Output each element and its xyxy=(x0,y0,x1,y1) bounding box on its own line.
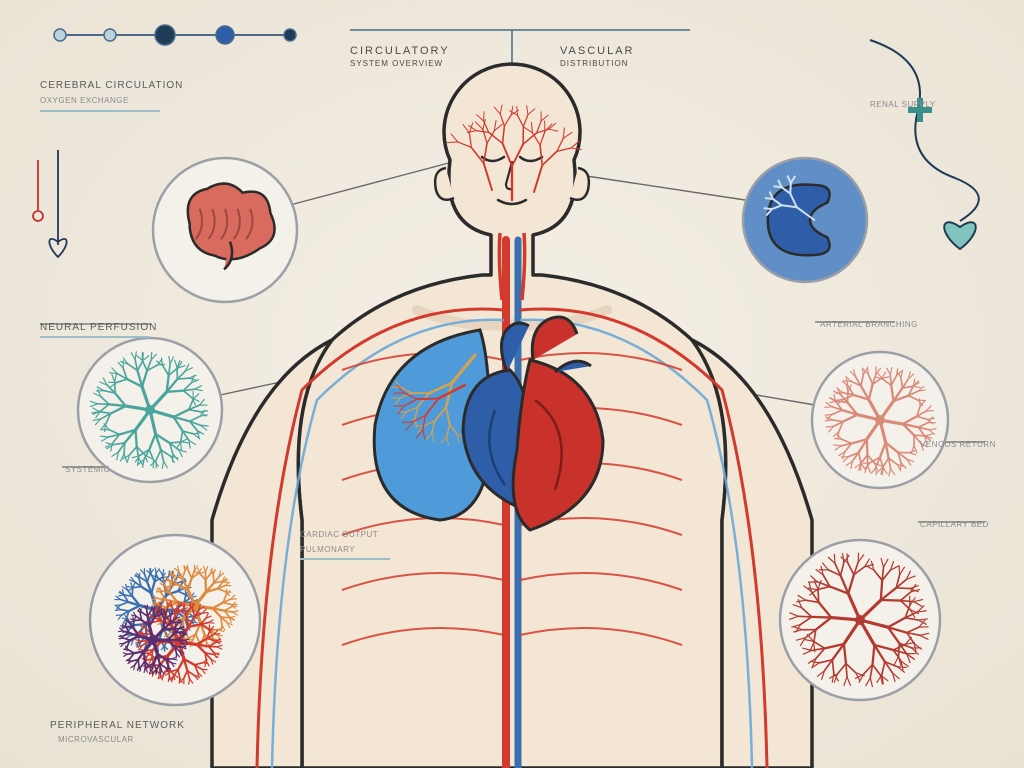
label-8: CAPILLARY BED xyxy=(920,520,989,529)
header-right-text: VASCULAR xyxy=(560,45,634,57)
header-left: CIRCULATORY SYSTEM OVERVIEW xyxy=(350,45,450,69)
circle-capillary_red xyxy=(780,540,940,700)
infographic-stage: CIRCULATORY SYSTEM OVERVIEW VASCULAR DIS… xyxy=(0,0,1024,768)
label-5: MICROVASCULAR xyxy=(58,735,134,744)
underline-1 xyxy=(40,336,150,338)
circle-kidney xyxy=(743,158,867,282)
label-2: NEURAL PERFUSION xyxy=(40,322,157,333)
label-1: OXYGEN EXCHANGE xyxy=(40,96,129,105)
circle-neuron_teal xyxy=(78,338,222,482)
underline-2 xyxy=(300,558,390,560)
label-11: PULMONARY xyxy=(300,545,355,554)
label-4: PERIPHERAL NETWORK xyxy=(50,720,185,731)
label-0: CEREBRAL CIRCULATION xyxy=(40,80,183,91)
label-10: CARDIAC OUTPUT xyxy=(300,530,378,539)
diagram-svg xyxy=(0,0,1024,768)
circle-neuron_coral xyxy=(812,352,948,488)
underline-0 xyxy=(40,110,160,112)
label-3: SYSTEMIC xyxy=(65,465,110,474)
label-7: ARTERIAL BRANCHING xyxy=(820,320,918,329)
header-right-sub: DISTRIBUTION xyxy=(560,59,628,68)
header-right: VASCULAR DISTRIBUTION xyxy=(560,45,634,69)
circle-capillary_multi xyxy=(90,535,260,705)
circle-brain xyxy=(153,158,297,302)
header-left-text: CIRCULATORY xyxy=(350,45,450,57)
label-9: VENOUS RETURN xyxy=(920,440,996,449)
label-6: RENAL SUPPLY xyxy=(870,100,936,109)
header-left-sub: SYSTEM OVERVIEW xyxy=(350,59,443,68)
